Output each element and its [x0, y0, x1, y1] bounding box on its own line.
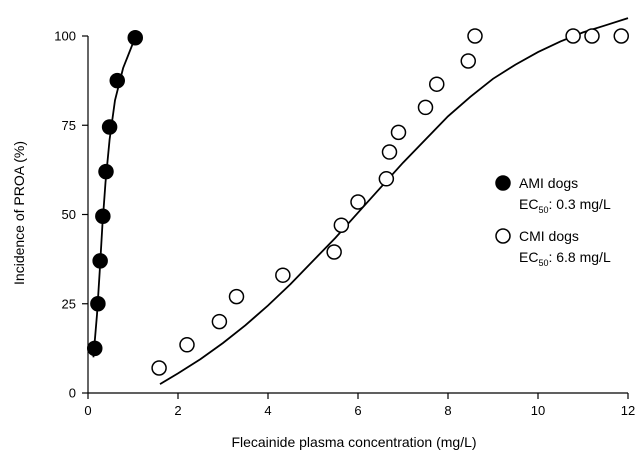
data-point-cmi [333, 217, 350, 233]
x-tick-label: 12 [621, 403, 635, 418]
data-point-ami [127, 30, 143, 46]
data-point-cmi [275, 267, 291, 283]
x-tick-label: 6 [354, 403, 361, 418]
legend-ec50-ami: EC50: 0.3 mg/L [519, 196, 611, 215]
y-tick-label: 100 [54, 29, 76, 44]
legend-ec50-ami-prefix: EC [519, 196, 538, 212]
data-point-cmi [613, 28, 629, 44]
y-tick-label: 75 [62, 118, 76, 133]
legend-marker-cmi [495, 228, 511, 244]
x-axis-label: Flecainide plasma concentration (mg/L) [231, 434, 476, 450]
data-point-cmi [417, 99, 434, 116]
data-point-cmi [381, 144, 398, 160]
data-point-cmi [326, 244, 342, 260]
data-points [87, 28, 629, 376]
legend-ec50-cmi-prefix: EC [519, 249, 538, 265]
data-point-cmi [584, 28, 600, 44]
data-point-cmi [151, 360, 167, 376]
data-point-cmi [179, 337, 195, 353]
data-point-ami [101, 119, 118, 135]
data-point-ami [109, 72, 125, 89]
data-point-cmi [350, 194, 366, 210]
legend-label-cmi: CMI dogs [519, 228, 579, 244]
legend-ec50-cmi: EC50: 6.8 mg/L [519, 249, 611, 268]
data-point-ami [98, 163, 114, 180]
data-point-cmi [429, 76, 445, 92]
data-point-ami [92, 253, 108, 269]
legend-ec50-cmi-value: : 6.8 mg/L [548, 249, 610, 265]
data-point-cmi [467, 28, 483, 44]
x-tick-label: 2 [174, 403, 181, 418]
legend-ec50-ami-value: : 0.3 mg/L [548, 196, 610, 212]
y-tick-label: 0 [69, 386, 76, 401]
data-point-cmi [460, 53, 476, 69]
legend-ec50-ami-sub: 50 [538, 205, 548, 215]
y-tick-label: 50 [62, 207, 76, 222]
legend-label-ami: AMI dogs [519, 175, 578, 191]
x-tick-label: 8 [444, 403, 451, 418]
y-axis-label: Incidence of PROA (%) [11, 141, 27, 285]
data-point-cmi [211, 313, 228, 330]
x-tick-label: 0 [84, 403, 91, 418]
data-point-ami [95, 208, 111, 225]
data-point-cmi [565, 28, 581, 44]
y-tick-label: 25 [62, 296, 76, 311]
data-point-cmi [228, 288, 245, 305]
legend: AMI dogs EC50: 0.3 mg/L CMI dogs EC50: 6… [495, 175, 611, 268]
legend-marker-ami [495, 175, 511, 191]
x-tick-label: 10 [531, 403, 545, 418]
data-point-ami [90, 296, 106, 312]
data-point-cmi [378, 171, 395, 187]
axes: 0 2 4 6 8 10 12 0 25 50 75 100 [54, 29, 635, 419]
x-tick-label: 4 [264, 403, 271, 418]
legend-ec50-cmi-sub: 50 [538, 258, 548, 268]
data-point-cmi [390, 124, 407, 141]
data-point-ami [87, 340, 103, 357]
